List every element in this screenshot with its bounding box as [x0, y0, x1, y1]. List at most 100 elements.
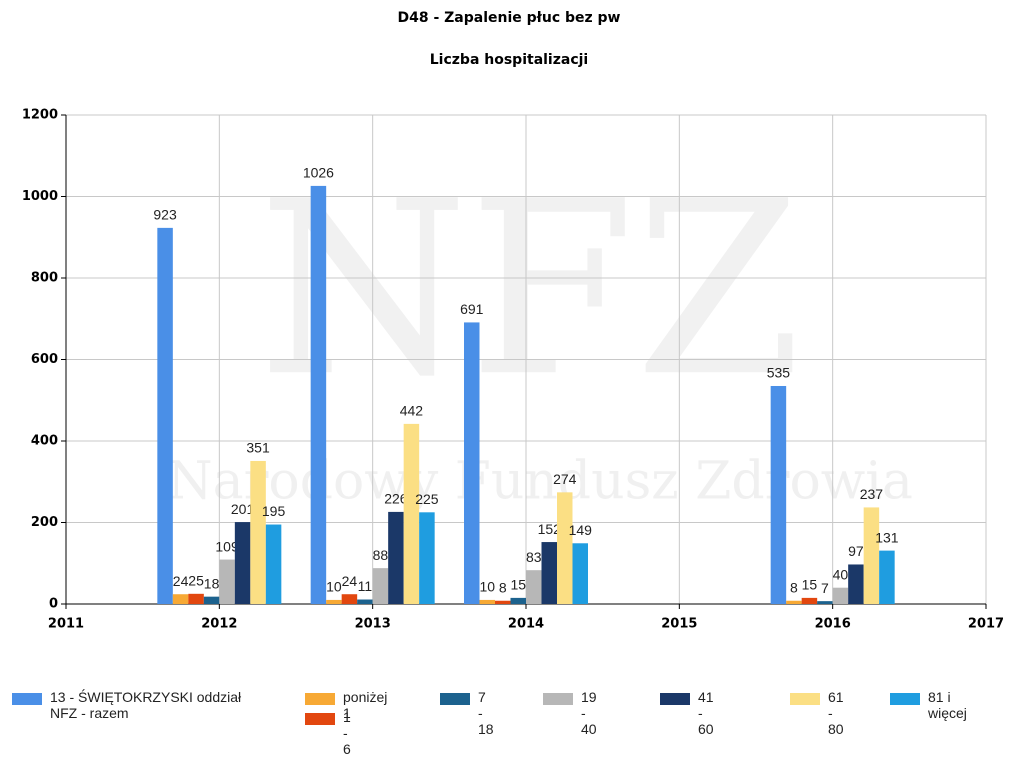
legend-swatch [790, 693, 820, 705]
legend-swatch [543, 693, 573, 705]
bar [848, 564, 864, 604]
bar [464, 322, 480, 604]
y-tick-label: 0 [49, 597, 58, 612]
bar [479, 599, 495, 604]
legend-swatch [440, 693, 470, 705]
bar [526, 570, 542, 604]
x-tick-label: 2017 [968, 617, 1004, 632]
data-label: 24 [173, 573, 189, 589]
bar [357, 599, 373, 604]
data-label: 7 [821, 580, 829, 596]
bar [372, 568, 389, 604]
bar [203, 596, 220, 604]
data-label: 8 [790, 579, 798, 595]
bar [234, 522, 251, 604]
legend-label: 81 i więcej [928, 689, 967, 721]
bar [817, 601, 833, 604]
bar [495, 600, 511, 604]
data-label: 535 [767, 365, 791, 381]
legend-swatch [12, 693, 42, 705]
bar [557, 492, 573, 604]
bar [172, 594, 189, 604]
data-label: 10 [326, 579, 342, 595]
page: D48 - Zapalenie płuc bez pw Liczba hospi… [12, 10, 1005, 757]
legend-label: 7 - 18 [478, 689, 494, 737]
legend-swatch [305, 693, 335, 705]
legend-label: 41 - 60 [698, 689, 714, 737]
legend-swatch [660, 693, 690, 705]
data-label: 11 [358, 578, 373, 594]
y-tick-label: 600 [31, 352, 58, 367]
data-label: 225 [415, 491, 439, 507]
data-label: 442 [400, 403, 424, 419]
y-tick-label: 200 [31, 515, 58, 530]
legend-label: poniżej 1 [343, 689, 388, 721]
data-label: 24 [342, 573, 358, 589]
x-tick-label: 2014 [508, 617, 544, 632]
data-label: 97 [848, 543, 864, 559]
data-label: 25 [188, 573, 204, 589]
bar [265, 524, 282, 604]
data-label: 351 [246, 440, 270, 456]
watermark: NFZ [258, 149, 801, 429]
bar [863, 507, 880, 604]
data-label: 10 [479, 579, 495, 595]
data-label: 149 [569, 522, 593, 538]
data-label: 195 [262, 503, 286, 519]
legend-label: 19 - 40 [581, 689, 597, 737]
bar [188, 593, 204, 604]
x-tick-label: 2012 [201, 617, 237, 632]
data-label: 131 [875, 529, 899, 545]
data-label: 237 [860, 486, 884, 502]
legend-swatch [305, 713, 335, 725]
data-label: 152 [538, 521, 562, 537]
bar [403, 423, 420, 604]
bar [879, 550, 895, 604]
bar [572, 543, 588, 604]
bar [510, 597, 526, 604]
bar [157, 227, 173, 604]
bar [419, 512, 435, 604]
data-label: 88 [373, 547, 389, 563]
legend-label: 61 - 80 [828, 689, 844, 737]
data-label: 40 [833, 566, 849, 582]
bar [770, 385, 787, 604]
bar [832, 587, 849, 604]
chart-title: D48 - Zapalenie płuc bez pw [397, 10, 620, 26]
bar [786, 600, 802, 604]
bar [541, 542, 557, 604]
data-label: 109 [215, 538, 239, 554]
x-tick-label: 2015 [661, 617, 697, 632]
data-label: 201 [231, 501, 255, 517]
x-tick-label: 2016 [815, 617, 851, 632]
data-label: 691 [460, 301, 484, 317]
bar [388, 511, 404, 604]
bar [801, 597, 818, 604]
y-tick-label: 800 [31, 271, 58, 286]
data-label: 8 [499, 579, 507, 595]
chart-subtitle: Liczba hospitalizacji [430, 52, 588, 68]
bar [341, 594, 358, 604]
data-label: 226 [384, 491, 408, 507]
bar [326, 599, 342, 604]
bar [310, 185, 327, 604]
data-label: 923 [153, 207, 177, 223]
legend-swatch [890, 693, 920, 705]
y-tick-label: 1000 [22, 189, 58, 204]
bar [250, 460, 266, 604]
data-label: 1026 [303, 165, 334, 181]
x-tick-label: 2011 [48, 617, 84, 632]
x-tick-label: 2013 [355, 617, 391, 632]
data-label: 18 [204, 575, 220, 591]
data-label: 83 [526, 549, 542, 565]
data-label: 15 [802, 577, 818, 593]
data-label: 15 [510, 577, 526, 593]
watermark: Narodowy Fundusz Zdrowia [167, 452, 913, 512]
y-tick-label: 1200 [22, 108, 58, 123]
chart: D48 - Zapalenie płuc bez pw Liczba hospi… [22, 10, 1004, 632]
bar [219, 559, 235, 604]
legend-label: 1 - 6 [343, 709, 351, 757]
y-tick-label: 400 [31, 434, 58, 449]
data-label: 274 [553, 471, 577, 487]
legend-label: 13 - ŚWIĘTOKRZYSKI oddział NFZ - razem [50, 689, 242, 721]
